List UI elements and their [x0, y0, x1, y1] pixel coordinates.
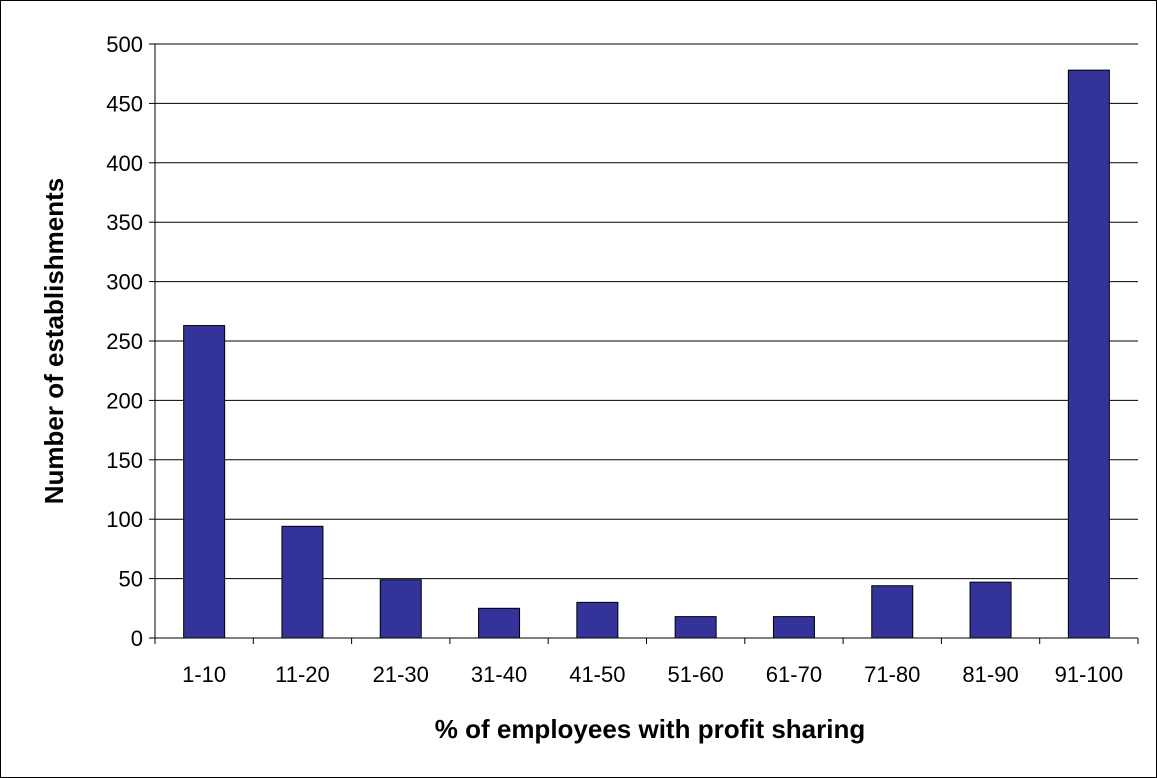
y-tick-label: 200 — [106, 388, 143, 413]
y-tick-label: 0 — [131, 626, 143, 651]
y-tick-label: 500 — [106, 32, 143, 57]
bar-81-90 — [969, 581, 1012, 639]
y-tick-labels: 0 50 100 150 200 250 300 350 400 450 500 — [106, 32, 143, 651]
x-tick-label: 51-60 — [668, 662, 724, 687]
x-tick-label: 41-50 — [569, 662, 625, 687]
x-tick-label: 11-20 — [275, 662, 330, 687]
bar-71-80 — [871, 585, 914, 639]
x-tick-labels: 1-10 11-20 21-30 31-40 41-50 51-60 61-70 71-80 8… — [182, 662, 1123, 687]
y-tick-label: 250 — [106, 329, 143, 354]
x-tick-label: 61-70 — [766, 662, 822, 687]
bar-21-30 — [379, 579, 422, 639]
x-tick-label: 31-40 — [471, 662, 527, 687]
bar-31-40 — [478, 607, 521, 639]
y-tick-label: 300 — [106, 270, 143, 295]
axes — [154, 44, 1139, 644]
y-tick-label: 150 — [106, 448, 143, 473]
bar-1-10 — [183, 325, 226, 639]
y-tick-label: 350 — [106, 210, 143, 235]
y-tick-label: 50 — [119, 567, 143, 592]
bar-11-20 — [281, 525, 324, 639]
y-tick-label: 100 — [106, 507, 143, 532]
x-tick-label: 91-100 — [1055, 662, 1124, 687]
bar-41-50 — [576, 601, 619, 639]
x-tick-label: 21-30 — [373, 662, 429, 687]
x-axis-title: % of employees with profit sharing — [435, 714, 866, 744]
bar-61-70 — [772, 616, 815, 639]
y-axis-title: Number of establishments — [39, 178, 69, 505]
bar-51-60 — [674, 616, 717, 639]
bar-91-100 — [1067, 69, 1110, 639]
y-tick-label: 400 — [106, 151, 143, 176]
y-tick-label: 450 — [106, 91, 143, 116]
x-tick-label: 1-10 — [182, 662, 226, 687]
x-tick-label: 81-90 — [962, 662, 1018, 687]
bars — [183, 69, 1110, 639]
x-tick-label: 71-80 — [864, 662, 920, 687]
